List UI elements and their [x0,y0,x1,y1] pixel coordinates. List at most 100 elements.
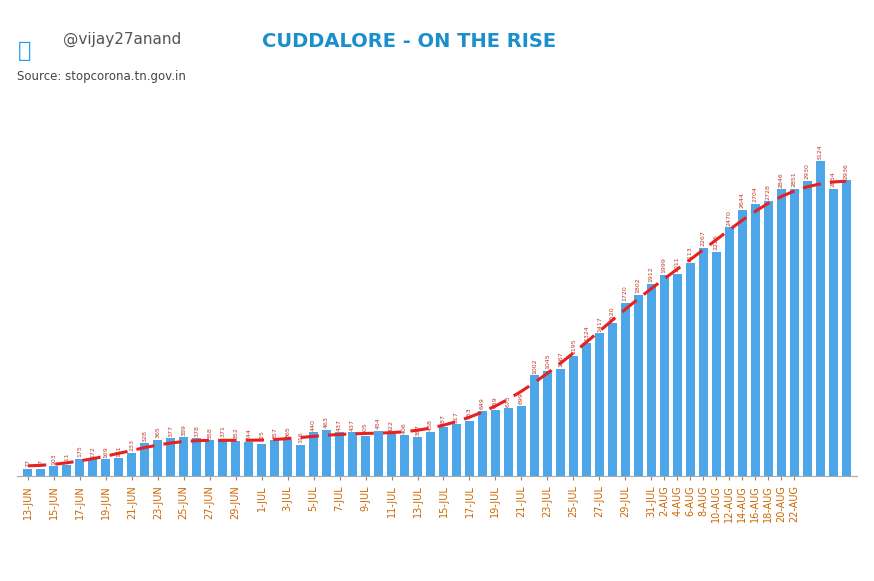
Text: 2470: 2470 [727,210,732,226]
Bar [595,333,604,476]
Bar [543,371,552,476]
Text: 517: 517 [454,411,459,423]
Bar [49,466,59,476]
Bar [140,443,149,476]
Bar [270,440,279,476]
Bar [62,465,72,476]
Text: 358: 358 [207,427,212,439]
Bar [244,442,253,476]
Bar [361,436,370,476]
Text: 659: 659 [493,397,498,408]
Text: 553: 553 [467,407,472,419]
Bar [673,274,682,476]
Bar [348,432,357,476]
Text: 175: 175 [77,446,82,457]
Text: 406: 406 [402,422,407,434]
Text: 2728: 2728 [766,184,771,200]
Text: 2851: 2851 [792,172,797,187]
Text: 1195: 1195 [571,339,576,354]
Bar [426,432,435,476]
Text: 1067: 1067 [558,352,563,367]
Text: 440: 440 [311,419,316,431]
Bar [725,227,734,476]
Bar [647,284,656,476]
Bar [114,458,123,476]
Text: 352: 352 [233,428,239,439]
Text: 🐦: 🐦 [17,41,31,60]
Bar [751,204,760,476]
Bar [829,189,837,476]
Text: 2226: 2226 [714,235,718,250]
Bar [789,189,799,476]
Text: 387: 387 [415,424,420,436]
Text: 1417: 1417 [597,316,602,332]
Bar [75,459,85,476]
Bar [621,303,630,476]
Text: 1999: 1999 [662,257,667,273]
Text: 1520: 1520 [610,306,614,322]
Bar [660,275,669,476]
Bar [764,201,773,476]
Bar [777,189,786,476]
Bar [400,436,409,476]
Bar [815,162,825,476]
Text: 699: 699 [519,393,524,404]
Bar [179,437,188,476]
Bar [166,439,176,476]
Text: 487: 487 [441,414,446,426]
Bar [569,356,578,476]
Text: 2704: 2704 [753,187,758,202]
Bar [698,248,708,476]
Bar [842,180,850,476]
Text: 2930: 2930 [805,163,809,180]
Bar [413,437,422,476]
Text: 325: 325 [260,431,264,442]
Text: 371: 371 [220,426,225,437]
Bar [686,263,695,476]
Text: 675: 675 [506,395,511,407]
Text: 378: 378 [194,425,199,437]
Bar [491,410,500,476]
Bar [478,411,487,476]
Bar [582,343,591,476]
Text: 3124: 3124 [818,144,822,160]
Bar [374,431,383,476]
Bar [153,440,163,476]
Text: 463: 463 [324,417,329,428]
Bar [101,460,110,476]
Text: 438: 438 [428,419,433,431]
Bar [517,406,526,476]
Text: 1002: 1002 [532,358,537,374]
Bar [309,432,318,476]
Text: 389: 389 [181,424,186,436]
Bar [37,469,45,476]
Bar [322,430,331,476]
Bar [296,444,305,476]
Bar [439,427,448,476]
Text: 1802: 1802 [635,278,641,293]
Bar [218,439,227,476]
Bar [738,210,746,476]
Bar [231,441,240,476]
Text: Source: stopcorona.tn.gov.in: Source: stopcorona.tn.gov.in [17,70,186,83]
Bar [711,252,721,476]
Bar [24,469,32,476]
Text: 357: 357 [272,427,277,439]
Text: 77: 77 [38,459,44,467]
Bar [283,440,292,476]
Text: 405: 405 [363,422,368,434]
Bar [88,459,97,476]
Text: CUDDALORE - ON THE RISE: CUDDALORE - ON THE RISE [262,32,557,51]
Text: 316: 316 [298,431,303,443]
Text: 1045: 1045 [545,354,550,370]
Text: 649: 649 [480,397,485,410]
Text: 365: 365 [156,426,160,438]
Text: 377: 377 [168,425,173,437]
Bar [387,434,396,476]
Text: 328: 328 [142,430,147,442]
Bar [257,444,267,476]
Text: 169: 169 [103,446,108,458]
Bar [335,432,344,476]
Bar [530,375,539,476]
Text: 2113: 2113 [688,246,693,262]
